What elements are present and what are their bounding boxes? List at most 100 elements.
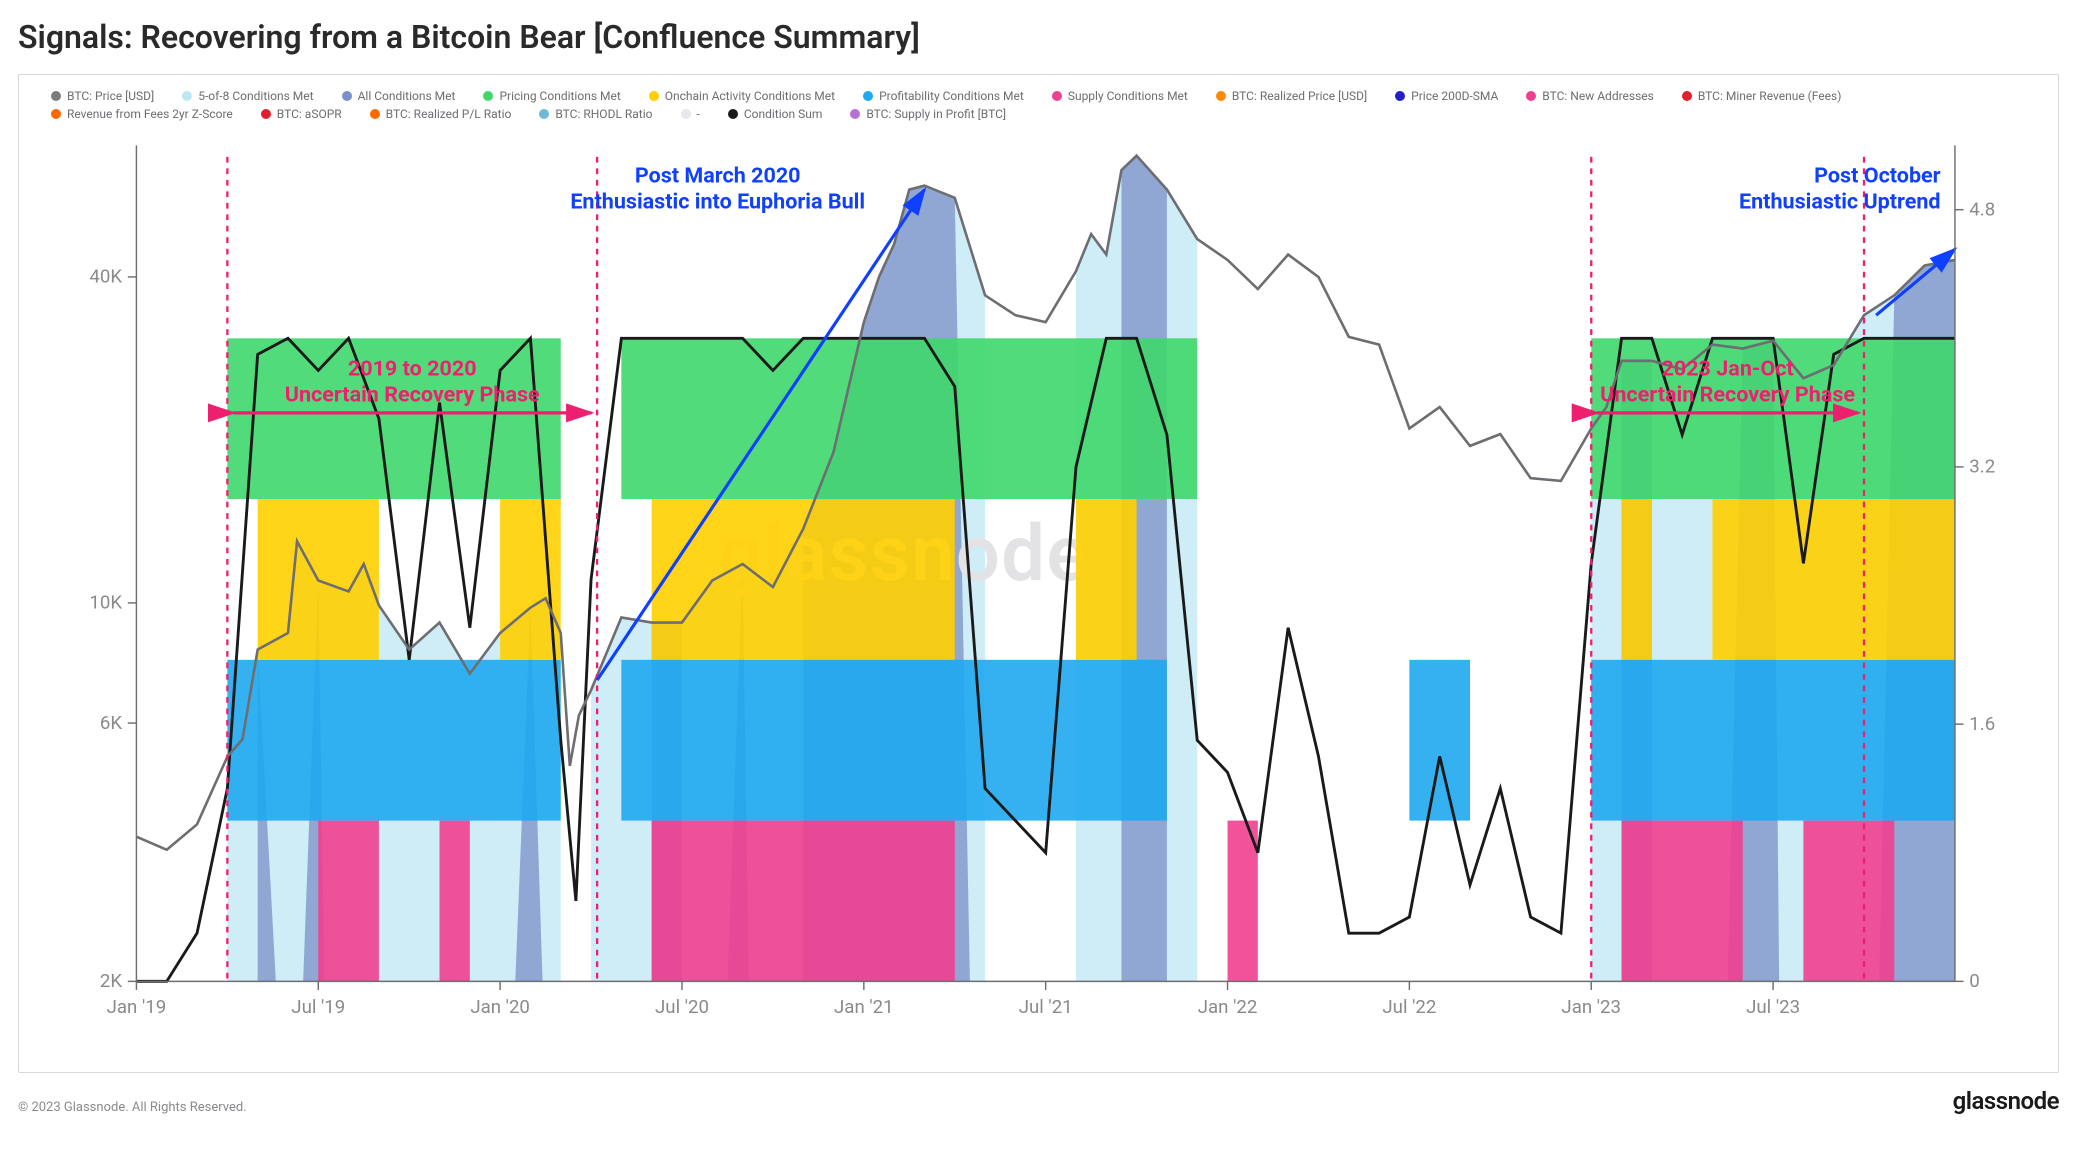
- legend-item: Supply Conditions Met: [1052, 89, 1188, 103]
- legend-item: BTC: Price [USD]: [51, 89, 154, 103]
- legend-swatch: [370, 109, 380, 119]
- legend-label: Price 200D-SMA: [1411, 89, 1498, 103]
- legend-swatch: [649, 91, 659, 101]
- chart-card: BTC: Price [USD] 5-of-8 Conditions Met All…: [18, 74, 2059, 1073]
- chart-wrap: glassnode2019 to 2020Uncertain Recovery …: [33, 131, 2044, 1050]
- x-tick: Jul '19: [291, 996, 345, 1018]
- y-right-tick: 3.2: [1969, 456, 1995, 478]
- legend-item: BTC: Supply in Profit [BTC]: [850, 107, 1006, 121]
- legend-swatch: [51, 109, 61, 119]
- footer: © 2023 Glassnode. All Rights Reserved. g…: [18, 1087, 2059, 1115]
- stack-supply: [440, 821, 470, 982]
- x-tick: Jan '20: [470, 996, 530, 1018]
- stack-profitability: [1591, 660, 1955, 821]
- legend-item: BTC: RHODL Ratio: [539, 107, 652, 121]
- x-tick: Jul '21: [1019, 996, 1073, 1018]
- legend-label: BTC: Price [USD]: [67, 89, 154, 103]
- legend-label: 5-of-8 Conditions Met: [198, 89, 313, 103]
- legend-swatch: [483, 91, 493, 101]
- legend-label: Condition Sum: [744, 107, 823, 121]
- legend-swatch: [1682, 91, 1692, 101]
- legend-label: Pricing Conditions Met: [499, 89, 620, 103]
- y-right-tick: 0: [1969, 970, 1980, 992]
- legend-label: Revenue from Fees 2yr Z-Score: [67, 107, 233, 121]
- stack-onchain: [1076, 499, 1137, 660]
- x-tick: Jul '20: [655, 996, 709, 1018]
- legend-item: Price 200D-SMA: [1395, 89, 1498, 103]
- x-tick: Jan '19: [107, 996, 167, 1018]
- y-right-tick: 1.6: [1969, 713, 1995, 735]
- legend-swatch: [261, 109, 271, 119]
- legend-item: All Conditions Met: [342, 89, 456, 103]
- legend-swatch: [342, 91, 352, 101]
- legend-swatch: [51, 91, 61, 101]
- stack-pricing: [621, 338, 1197, 499]
- legend-swatch: [850, 109, 860, 119]
- legend-label: BTC: Realized Price [USD]: [1232, 89, 1367, 103]
- stack-supply: [318, 821, 379, 982]
- legend-swatch: [728, 109, 738, 119]
- legend-item: BTC: Realized Price [USD]: [1216, 89, 1367, 103]
- legend-item: Onchain Activity Conditions Met: [649, 89, 835, 103]
- legend-item: BTC: aSOPR: [261, 107, 342, 121]
- legend-label: BTC: Realized P/L Ratio: [386, 107, 512, 121]
- legend-item: BTC: Miner Revenue (Fees): [1682, 89, 1842, 103]
- x-tick: Jul '22: [1382, 996, 1436, 1018]
- trend-label: Enthusiastic Uptrend: [1739, 190, 1941, 215]
- legend-item: Pricing Conditions Met: [483, 89, 620, 103]
- brand-logo: glassnode: [1953, 1087, 2059, 1115]
- trend-label: Enthusiastic into Euphoria Bull: [570, 190, 865, 215]
- stack-profitability: [227, 660, 560, 821]
- legend-swatch: [1216, 91, 1226, 101]
- y-left-tick: 10K: [89, 592, 122, 614]
- legend-item: BTC: New Addresses: [1526, 89, 1654, 103]
- phase-label: Uncertain Recovery Phase: [285, 382, 540, 407]
- phase-label: 2019 to 2020: [348, 357, 477, 382]
- copyright: © 2023 Glassnode. All Rights Reserved.: [18, 1100, 247, 1115]
- legend-item: Profitability Conditions Met: [863, 89, 1024, 103]
- legend-label: BTC: Miner Revenue (Fees): [1698, 89, 1842, 103]
- legend-swatch: [1052, 91, 1062, 101]
- stack-profitability: [1409, 660, 1470, 821]
- legend-label: BTC: Supply in Profit [BTC]: [866, 107, 1006, 121]
- trend-label: Post March 2020: [635, 164, 801, 189]
- y-left-tick: 2K: [100, 970, 122, 992]
- legend-label: BTC: aSOPR: [277, 107, 342, 121]
- legend-label: All Conditions Met: [358, 89, 456, 103]
- stack-supply: [652, 821, 955, 982]
- stack-supply: [1803, 821, 1894, 982]
- legend-item: 5-of-8 Conditions Met: [182, 89, 313, 103]
- page-title: Signals: Recovering from a Bitcoin Bear …: [18, 18, 2059, 56]
- legend-item: Revenue from Fees 2yr Z-Score: [51, 107, 233, 121]
- legend-label: Onchain Activity Conditions Met: [665, 89, 835, 103]
- legend-item: Condition Sum: [728, 107, 823, 121]
- y-left-tick: 6K: [100, 712, 122, 734]
- legend-label: -: [697, 107, 700, 121]
- legend-label: BTC: RHODL Ratio: [555, 107, 652, 121]
- phase-label: 2023 Jan-Oct: [1662, 357, 1794, 382]
- legend-swatch: [182, 91, 192, 101]
- legend-swatch: [539, 109, 549, 119]
- x-tick: Jan '21: [834, 996, 894, 1018]
- y-left-tick: 40K: [89, 266, 122, 288]
- legend: BTC: Price [USD] 5-of-8 Conditions Met All…: [33, 85, 2044, 131]
- legend-swatch: [1395, 91, 1405, 101]
- x-tick: Jan '23: [1561, 996, 1621, 1018]
- legend-label: Profitability Conditions Met: [879, 89, 1024, 103]
- plot: glassnode2019 to 2020Uncertain Recovery …: [89, 145, 1995, 1018]
- stack-onchain: [1712, 499, 1954, 660]
- phase-label: Uncertain Recovery Phase: [1600, 382, 1855, 407]
- y-right-tick: 4.8: [1969, 198, 1995, 220]
- stack-onchain: [1622, 499, 1652, 660]
- legend-label: Supply Conditions Met: [1068, 89, 1188, 103]
- confluence-chart: glassnode2019 to 2020Uncertain Recovery …: [33, 131, 2044, 1050]
- legend-swatch: [1526, 91, 1536, 101]
- legend-swatch: [681, 109, 691, 119]
- x-tick: Jul '23: [1746, 996, 1800, 1018]
- stack-supply: [1622, 821, 1743, 982]
- legend-item: BTC: Realized P/L Ratio: [370, 107, 512, 121]
- legend-item: -: [681, 107, 700, 121]
- x-tick: Jan '22: [1198, 996, 1258, 1018]
- stack-onchain: [652, 499, 955, 660]
- legend-label: BTC: New Addresses: [1542, 89, 1654, 103]
